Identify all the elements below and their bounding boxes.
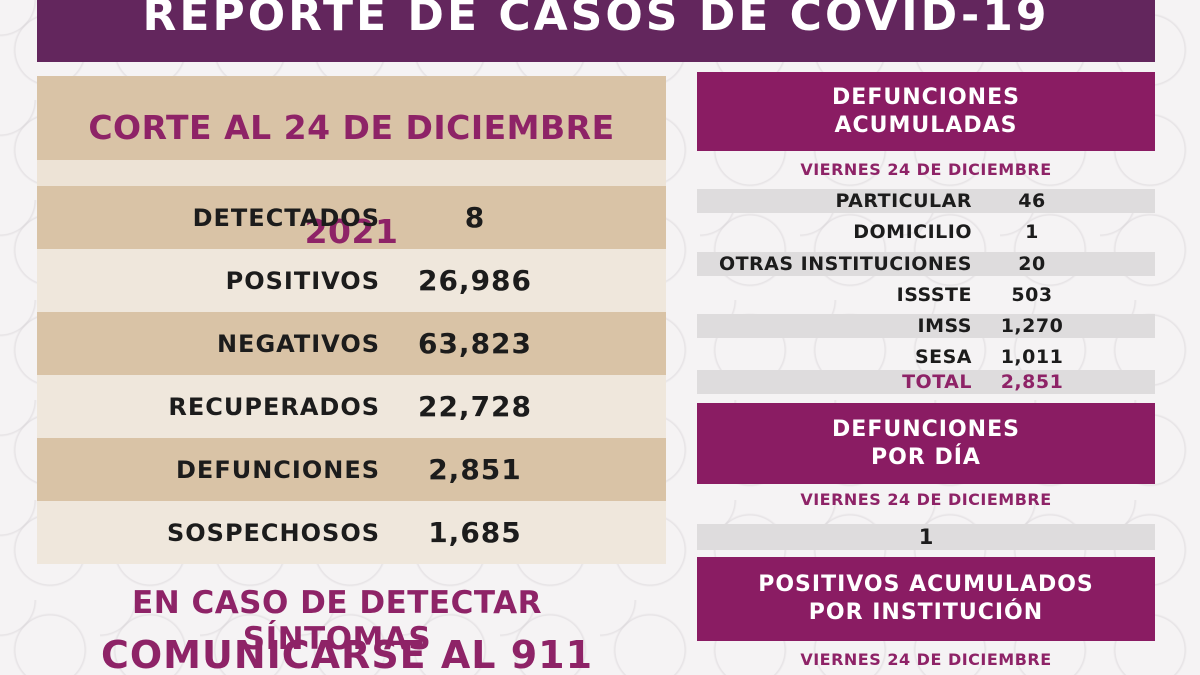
stat-row-positivos: POSITIVOS 26,986 <box>37 249 666 312</box>
positives-by-institution-header: POSITIVOS ACUMULADOS POR INSTITUCIÓN <box>697 557 1155 641</box>
institution-label: ISSSTE <box>896 284 972 306</box>
deaths-row-total: TOTAL 2,851 <box>697 370 1155 394</box>
stat-label: DETECTADOS <box>192 203 380 232</box>
deaths-value: 503 <box>1011 284 1053 306</box>
stat-value: 26,986 <box>417 264 533 297</box>
institution-label: DOMICILIO <box>853 221 972 243</box>
header-line: DEFUNCIONES <box>832 84 1020 110</box>
report-title: REPORTE DE CASOS DE COVID-19 <box>37 0 1155 62</box>
total-label: TOTAL <box>902 371 972 393</box>
stat-value: 63,823 <box>417 327 533 360</box>
total-value: 2,851 <box>1000 371 1064 393</box>
stat-label: NEGATIVOS <box>216 329 380 358</box>
deaths-per-day-date: VIERNES 24 DE DICIEMBRE <box>800 490 1052 509</box>
deaths-row-domicilio: DOMICILIO 1 <box>697 220 1155 244</box>
header-line: POSITIVOS ACUMULADOS <box>758 572 1094 597</box>
stat-value: 8 <box>464 201 486 234</box>
stat-value: 1,685 <box>428 516 522 549</box>
deaths-row-issste: ISSSTE 503 <box>697 283 1155 307</box>
deaths-cumulative-date: VIERNES 24 DE DICIEMBRE <box>800 160 1052 179</box>
deaths-value: 20 <box>1018 253 1046 275</box>
deaths-cumulative-header: DEFUNCIONES ACUMULADAS <box>697 72 1155 151</box>
institution-label: SESA <box>914 346 972 368</box>
deaths-value: 1 <box>1025 221 1039 243</box>
stat-value: 2,851 <box>428 453 522 486</box>
deaths-value: 1,270 <box>1000 315 1064 337</box>
header-line: POR DÍA <box>871 444 981 470</box>
stat-label: SOSPECHOSOS <box>166 518 380 547</box>
deaths-value: 1,011 <box>1000 346 1064 368</box>
deaths-row-otras-instituciones: OTRAS INSTITUCIONES 20 <box>697 252 1155 276</box>
deaths-row-particular: PARTICULAR 46 <box>697 189 1155 213</box>
header-divider-strip <box>37 160 666 186</box>
stat-row-defunciones: DEFUNCIONES 2,851 <box>37 438 666 501</box>
stat-row-negativos: NEGATIVOS 63,823 <box>37 312 666 375</box>
institution-label: OTRAS INSTITUCIONES <box>718 253 972 275</box>
symptoms-notice: EN CASO DE DETECTAR SÍNTOMAS <box>132 585 542 657</box>
stat-label: POSITIVOS <box>225 266 380 295</box>
deaths-per-day-value: 1 <box>697 524 1155 550</box>
deaths-row-sesa: SESA 1,011 <box>697 345 1155 369</box>
header-line: ACUMULADAS <box>834 112 1018 138</box>
stat-label: DEFUNCIONES <box>176 455 380 484</box>
positives-by-institution-date: VIERNES 24 DE DICIEMBRE <box>800 650 1052 669</box>
deaths-per-day-header: DEFUNCIONES POR DÍA <box>697 403 1155 484</box>
deaths-row-imss: IMSS 1,270 <box>697 314 1155 338</box>
institution-label: PARTICULAR <box>835 190 972 212</box>
emergency-number-notice: COMUNICARSE AL 911 <box>100 633 594 675</box>
stat-label: RECUPERADOS <box>168 392 380 421</box>
header-line: DEFUNCIONES <box>832 416 1020 442</box>
stat-row-sospechosos: SOSPECHOSOS 1,685 <box>37 501 666 564</box>
stat-row-recuperados: RECUPERADOS 22,728 <box>37 375 666 438</box>
cases-summary-panel: CORTE AL 24 DE DICIEMBRE 2021 DETECTADOS… <box>37 76 666 564</box>
deaths-value: 46 <box>1018 190 1046 212</box>
stat-row-detectados: DETECTADOS 8 <box>37 186 666 249</box>
institution-label: IMSS <box>917 315 972 337</box>
cut-date-header: CORTE AL 24 DE DICIEMBRE 2021 <box>37 76 666 251</box>
stat-value: 22,728 <box>417 390 533 423</box>
header-line: POR INSTITUCIÓN <box>808 600 1044 625</box>
